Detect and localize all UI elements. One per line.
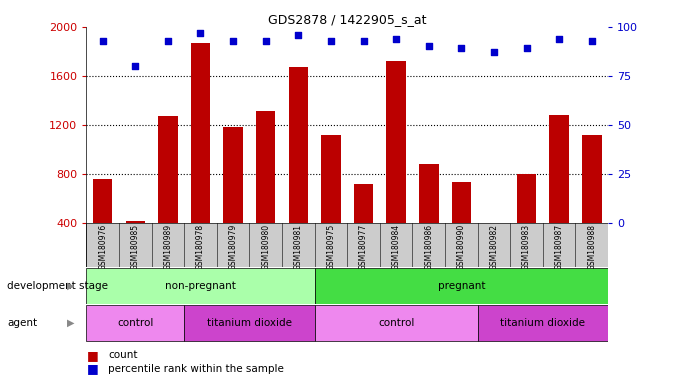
Point — [293, 31, 304, 38]
Text: count: count — [108, 350, 138, 361]
Text: agent: agent — [7, 318, 37, 328]
Text: GSM180982: GSM180982 — [489, 224, 498, 270]
Text: pregnant: pregnant — [437, 281, 485, 291]
Point — [489, 49, 500, 55]
Point — [456, 45, 467, 51]
Point — [97, 38, 108, 44]
Bar — [223, 127, 243, 223]
Point — [423, 43, 434, 50]
Point — [195, 30, 206, 36]
Text: development stage: development stage — [7, 281, 108, 291]
Text: GSM180989: GSM180989 — [163, 224, 172, 270]
Bar — [452, 182, 471, 223]
Text: GSM180980: GSM180980 — [261, 224, 270, 270]
Text: ▶: ▶ — [68, 281, 75, 291]
Text: GSM180975: GSM180975 — [326, 224, 335, 270]
Text: GSM180984: GSM180984 — [392, 224, 401, 270]
Bar — [158, 116, 178, 223]
Bar — [517, 174, 536, 223]
Point — [586, 38, 597, 44]
Bar — [191, 43, 210, 223]
Bar — [86, 268, 314, 304]
Bar — [419, 164, 439, 223]
Point — [390, 36, 401, 42]
Text: percentile rank within the sample: percentile rank within the sample — [108, 364, 285, 374]
Point — [261, 38, 272, 44]
Bar — [582, 135, 602, 223]
Text: control: control — [378, 318, 415, 328]
Point — [227, 38, 238, 44]
Text: GSM180987: GSM180987 — [555, 224, 564, 270]
Point — [521, 45, 532, 51]
Bar — [289, 67, 308, 223]
Text: GSM180990: GSM180990 — [457, 224, 466, 270]
Bar — [184, 305, 314, 341]
Bar — [354, 184, 373, 223]
Text: titanium dioxide: titanium dioxide — [500, 318, 585, 328]
Bar — [314, 305, 477, 341]
Text: non-pregnant: non-pregnant — [165, 281, 236, 291]
Text: GSM180978: GSM180978 — [196, 224, 205, 270]
Title: GDS2878 / 1422905_s_at: GDS2878 / 1422905_s_at — [268, 13, 426, 26]
Bar — [126, 222, 145, 223]
Bar — [321, 135, 341, 223]
Point — [553, 36, 565, 42]
Point — [130, 63, 141, 69]
Point — [325, 38, 337, 44]
Bar — [549, 115, 569, 223]
Text: GSM180983: GSM180983 — [522, 224, 531, 270]
Bar — [86, 305, 184, 341]
Text: GSM180988: GSM180988 — [587, 224, 596, 270]
Text: ■: ■ — [86, 349, 98, 362]
Point — [162, 38, 173, 44]
Text: GSM180981: GSM180981 — [294, 224, 303, 270]
Text: ■: ■ — [86, 362, 98, 375]
Text: GSM180986: GSM180986 — [424, 224, 433, 270]
Text: GSM180979: GSM180979 — [229, 224, 238, 270]
Bar — [386, 61, 406, 223]
Text: GSM180977: GSM180977 — [359, 224, 368, 270]
Text: control: control — [117, 318, 153, 328]
Bar — [256, 111, 276, 223]
Text: GSM180985: GSM180985 — [131, 224, 140, 270]
Bar — [477, 305, 608, 341]
Text: titanium dioxide: titanium dioxide — [207, 318, 292, 328]
Bar — [314, 268, 608, 304]
Text: ▶: ▶ — [68, 318, 75, 328]
Text: GSM180976: GSM180976 — [98, 224, 107, 270]
Bar — [484, 223, 504, 224]
Point — [358, 38, 369, 44]
Bar — [93, 179, 113, 223]
